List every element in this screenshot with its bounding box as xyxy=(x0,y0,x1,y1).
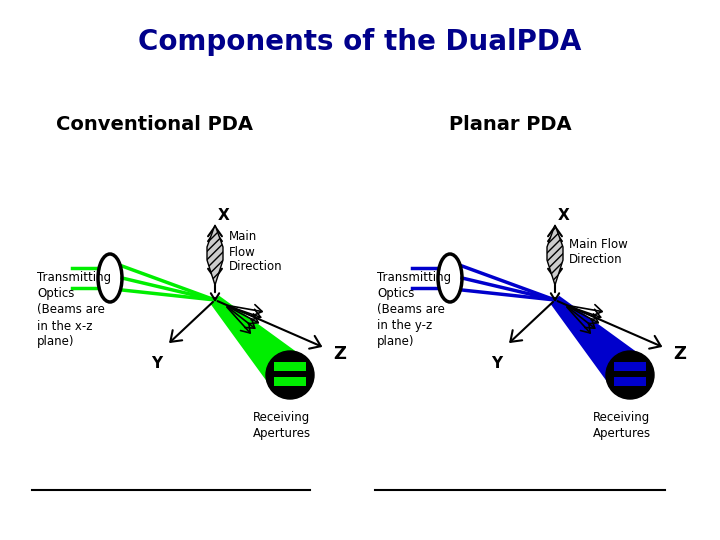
Bar xyxy=(274,377,305,386)
Text: Transmitting
Optics
(Beams are
in the x-z
plane): Transmitting Optics (Beams are in the x-… xyxy=(37,272,111,348)
Polygon shape xyxy=(551,296,646,391)
Bar xyxy=(274,362,305,371)
Text: Components of the DualPDA: Components of the DualPDA xyxy=(138,28,582,56)
Text: Conventional PDA: Conventional PDA xyxy=(56,116,253,134)
Text: Main Flow
Direction: Main Flow Direction xyxy=(569,238,628,266)
Text: Receiving
Apertures: Receiving Apertures xyxy=(253,411,311,440)
Text: Y: Y xyxy=(151,356,163,371)
Polygon shape xyxy=(207,225,223,285)
Text: Main
Flow
Direction: Main Flow Direction xyxy=(229,231,283,273)
Text: Transmitting
Optics
(Beams are
in the y-z
plane): Transmitting Optics (Beams are in the y-… xyxy=(377,272,451,348)
Text: X: X xyxy=(218,207,230,222)
Ellipse shape xyxy=(606,351,654,399)
Text: Receiving
Apertures: Receiving Apertures xyxy=(593,411,651,440)
Text: Planar PDA: Planar PDA xyxy=(449,116,571,134)
Bar xyxy=(614,362,646,371)
Bar xyxy=(614,377,646,386)
Polygon shape xyxy=(211,296,306,391)
Text: Y: Y xyxy=(492,356,503,371)
Text: Z: Z xyxy=(673,345,686,363)
Text: Z: Z xyxy=(333,345,346,363)
Text: X: X xyxy=(558,207,570,222)
Polygon shape xyxy=(547,225,563,285)
Ellipse shape xyxy=(266,351,314,399)
